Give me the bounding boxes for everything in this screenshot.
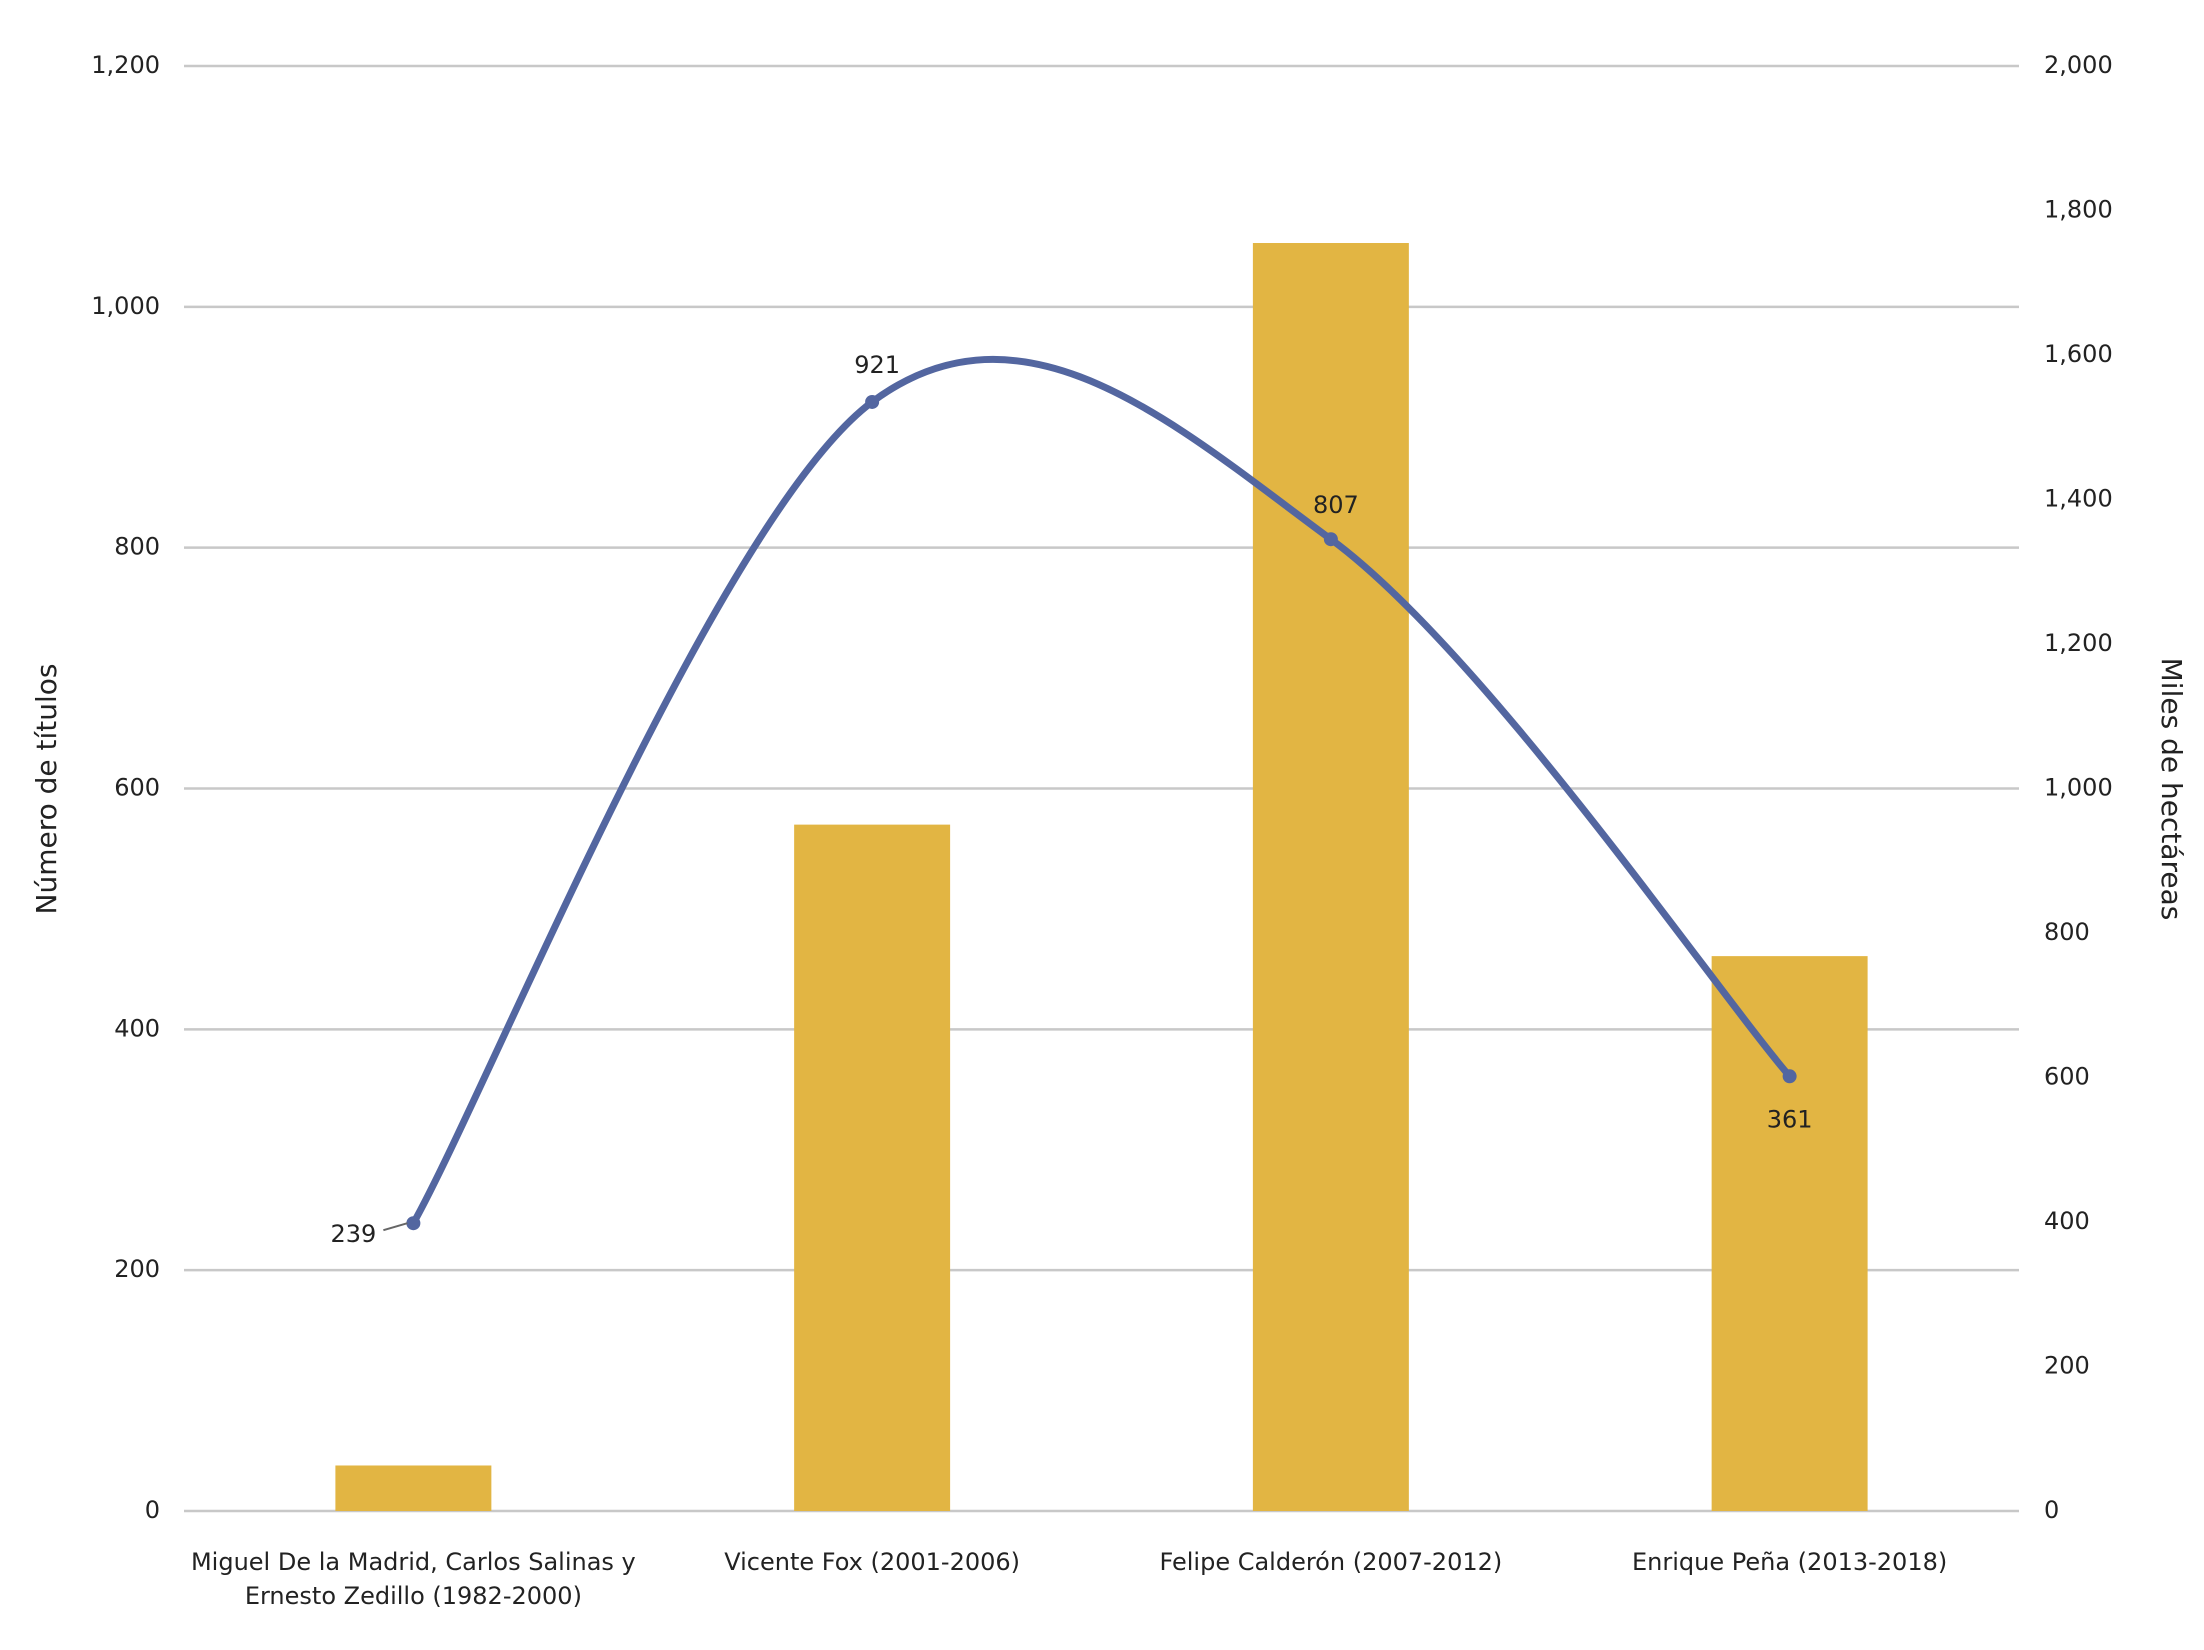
y2-tick-label: 400	[2044, 1207, 2090, 1235]
bar	[1252, 243, 1409, 1512]
data-label: 361	[1767, 1105, 1813, 1133]
y2-tick-label: 1,000	[2044, 774, 2113, 802]
y-tick-label: 1,000	[91, 292, 160, 320]
y-tick-label: 1,200	[91, 51, 160, 79]
data-label: 807	[1313, 491, 1359, 519]
bar	[794, 824, 951, 1511]
y2-tick-label: 1,400	[2044, 485, 2113, 513]
leader-line	[383, 1222, 408, 1232]
y-tick-label: 0	[145, 1496, 160, 1524]
y-tick-label: 400	[114, 1014, 160, 1042]
y2-tick-label: 1,800	[2044, 196, 2113, 224]
y-axis-title: Número de títulos	[30, 663, 63, 914]
y-tick-label: 200	[114, 1255, 160, 1283]
x-tick-label: Miguel De la Madrid, Carlos Salinas y Er…	[190, 1548, 636, 1610]
y2-tick-label: 200	[2044, 1352, 2090, 1380]
y2-tick-label: 1,200	[2044, 629, 2113, 657]
line-point	[406, 1216, 421, 1231]
y-tick-label: 600	[114, 774, 160, 802]
x-tick-label: Felipe Calderón (2007-2012)	[1159, 1548, 1503, 1576]
y2-tick-label: 0	[2044, 1496, 2059, 1524]
data-label: 921	[854, 351, 900, 379]
data-label: 239	[330, 1220, 376, 1248]
line-point	[1782, 1069, 1797, 1084]
line-point	[1323, 532, 1338, 547]
y2-tick-label: 2,000	[2044, 51, 2113, 79]
y2-tick-label: 1,600	[2044, 340, 2113, 368]
bar	[1711, 956, 1868, 1511]
line	[410, 356, 1793, 1225]
y2-tick-label: 600	[2044, 1063, 2090, 1091]
y2-axis-title: Miles de hectáreas	[2155, 658, 2188, 921]
bar	[335, 1465, 492, 1511]
x-tick-label: Vicente Fox (2001-2006)	[724, 1548, 1021, 1576]
line-point	[865, 394, 880, 409]
x-tick-label: Enrique Peña (2013-2018)	[1632, 1548, 1948, 1576]
y-tick-label: 800	[114, 533, 160, 561]
y2-tick-label: 800	[2044, 918, 2090, 946]
